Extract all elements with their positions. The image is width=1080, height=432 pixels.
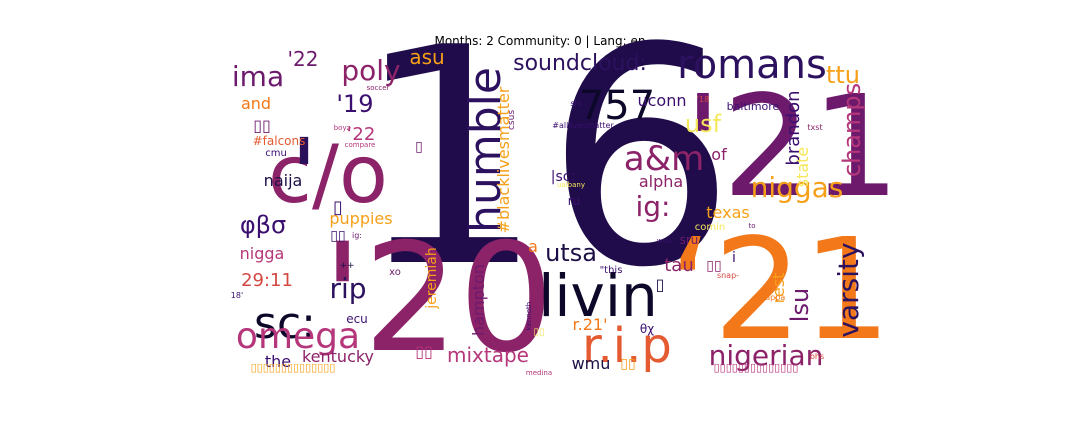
word-77: compare <box>345 141 376 149</box>
word-81: kenneth <box>525 302 533 330</box>
word-33: ‘22 <box>347 124 376 145</box>
word-92: ▯ <box>333 197 343 218</box>
word-49: nigga <box>240 244 285 263</box>
word-67: θχ <box>640 322 654 336</box>
word-45: r.21' <box>573 315 608 334</box>
word-6: ' <box>290 117 318 234</box>
word-76: boyz <box>334 124 351 132</box>
word-84: ++ <box>339 261 354 271</box>
word-35: uconn <box>637 91 686 110</box>
word-87: ▯▯ <box>415 342 433 361</box>
word-56: ru <box>568 194 581 208</box>
word-26: lsu <box>786 288 814 322</box>
word-90: ▯▯ <box>330 228 345 244</box>
word-22: ttu <box>826 61 860 89</box>
word-3: '20 <box>322 212 554 386</box>
word-62: cmu <box>265 148 287 159</box>
word-15: niggas <box>751 171 844 204</box>
word-21: ig: <box>636 190 671 223</box>
word-54: a <box>528 237 538 256</box>
word-40: #blacklivesmatter <box>494 86 513 233</box>
word-58: sru <box>680 233 699 247</box>
word-30: mixtape <box>447 343 529 367</box>
word-89: ▯▯ <box>620 356 635 372</box>
word-29: brandon <box>783 90 804 165</box>
word-78: ualbany <box>557 181 585 189</box>
word-48: puppies <box>329 209 392 228</box>
word-11: omega <box>236 316 360 357</box>
word-86: ▯▯ <box>253 116 271 135</box>
word-41: texas <box>706 203 749 222</box>
word-65: #alllivesmatter <box>552 121 614 130</box>
word-85: ig: <box>352 231 362 240</box>
word-50: rest <box>769 273 788 304</box>
word-18: 757 <box>579 83 655 129</box>
word-13: a&m <box>624 139 704 179</box>
word-36: asu <box>409 45 444 69</box>
word-73: '18 <box>697 95 709 104</box>
word-42: alpha <box>639 172 683 191</box>
word-19: poly <box>341 54 400 87</box>
word-23: utsa <box>545 239 597 267</box>
word-16: champs <box>838 83 866 177</box>
word-17: nigerian <box>709 339 824 372</box>
word-68: comin <box>695 222 725 233</box>
word-25: soundcloud: <box>513 51 647 76</box>
word-1: 16 <box>354 0 736 333</box>
word-32: '22 <box>288 47 319 71</box>
word-83: 18' <box>231 291 243 300</box>
word-5: c/o <box>268 128 388 221</box>
word-55: |sc: <box>551 169 575 185</box>
word-75: soccer <box>367 84 390 92</box>
word-51: wmu <box>572 354 611 373</box>
word-46: state <box>793 147 812 188</box>
word-2: '21 <box>684 66 901 229</box>
word-14: varsity <box>832 242 865 337</box>
word-10: romans <box>677 42 827 88</box>
word-88: ▯▯ <box>706 258 721 274</box>
word-96: ▯▯▯▯▯▯▯▯▯▯▯▯▯▯ <box>714 361 799 374</box>
word-79: wvu <box>657 237 671 245</box>
word-64: baltimore <box>727 100 780 113</box>
word-47: of <box>711 145 727 164</box>
word-69: snap- <box>717 271 739 280</box>
word-80: to <box>748 222 755 230</box>
word-12: r.i.p <box>582 318 672 374</box>
word-53: and <box>241 94 271 113</box>
word-7: livin <box>538 262 657 330</box>
word-4: ‘21 <box>669 209 892 372</box>
word-44: jeremiah <box>424 247 440 310</box>
word-71: bhs <box>810 352 824 361</box>
word-82: medina <box>526 369 552 377</box>
word-59: "this <box>600 265 623 276</box>
word-27: φβσ <box>240 211 286 239</box>
word-28: usf <box>685 110 722 138</box>
word-60: xo <box>389 267 401 278</box>
word-8: humble <box>460 67 511 233</box>
word-91: ▯▯ <box>533 327 544 338</box>
word-72: txst <box>807 123 822 132</box>
word-94: ▯ <box>415 139 423 155</box>
word-20: ima <box>232 60 284 93</box>
word-34: 29:11 <box>241 270 293 291</box>
word-95: ▯▯▯▯▯▯▯▯▯▯▯▯▯▯ <box>251 361 336 374</box>
word-52: the <box>265 352 291 371</box>
chart-title: Months: 2 Community: 0 | Lang: en <box>434 34 646 48</box>
word-39: kentucky <box>302 347 374 366</box>
word-93: ▯ <box>656 275 665 294</box>
word-63: #falcons <box>253 134 306 148</box>
word-31: '19 <box>336 90 373 118</box>
word-24: rip <box>329 272 366 305</box>
word-9: sc: <box>254 298 316 349</box>
word-37: naija <box>264 171 303 190</box>
word-43: hampton <box>469 264 488 336</box>
word-70: kappa <box>761 293 786 302</box>
word-57: i <box>732 250 736 266</box>
word-38: tau <box>664 255 694 276</box>
word-66: csus <box>507 110 517 130</box>
word-74: slo <box>570 99 581 108</box>
word-61: ecu <box>346 312 368 326</box>
